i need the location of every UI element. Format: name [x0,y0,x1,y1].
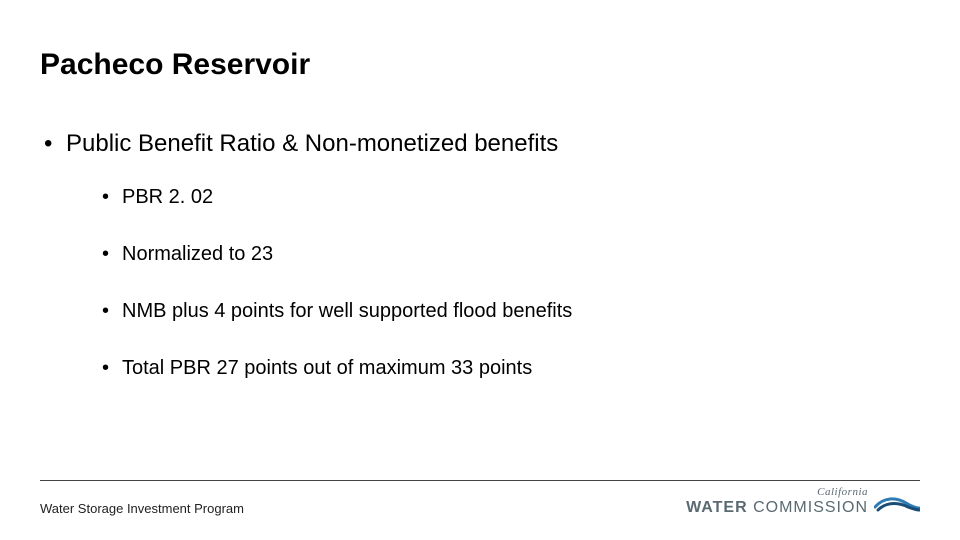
wave-icon [874,491,920,513]
bullet-lvl1-text: Public Benefit Ratio & Non-monetized ben… [66,130,558,157]
bullet-lvl2-item: Normalized to 23 [102,243,920,266]
slide: Pacheco Reservoir Public Benefit Ratio &… [0,0,960,540]
logo-main-text: WATER COMMISSION [686,500,868,516]
slide-title: Pacheco Reservoir [40,48,920,82]
slide-footer: Water Storage Investment Program Califor… [40,480,920,516]
bullet-lvl2-item: Total PBR 27 points out of maximum 33 po… [102,357,920,380]
logo-row: California WATER COMMISSION [686,487,920,516]
footer-row: Water Storage Investment Program Califor… [40,487,920,516]
bullet-lvl1-item: Public Benefit Ratio & Non-monetized ben… [44,130,920,380]
footer-logo: California WATER COMMISSION [686,487,920,516]
bullet-lvl2-item: PBR 2. 02 [102,186,920,209]
footer-divider [40,480,920,481]
logo-commission-text: COMMISSION [748,499,868,516]
bullet-lvl2-item: NMB plus 4 points for well supported flo… [102,300,920,323]
bullet-list-level1: Public Benefit Ratio & Non-monetized ben… [40,130,920,380]
bullet-list-level2: PBR 2. 02 Normalized to 23 NMB plus 4 po… [66,186,920,380]
logo-water-text: WATER [686,499,748,516]
logo-california-text: California [817,487,868,498]
footer-program-text: Water Storage Investment Program [40,501,244,516]
